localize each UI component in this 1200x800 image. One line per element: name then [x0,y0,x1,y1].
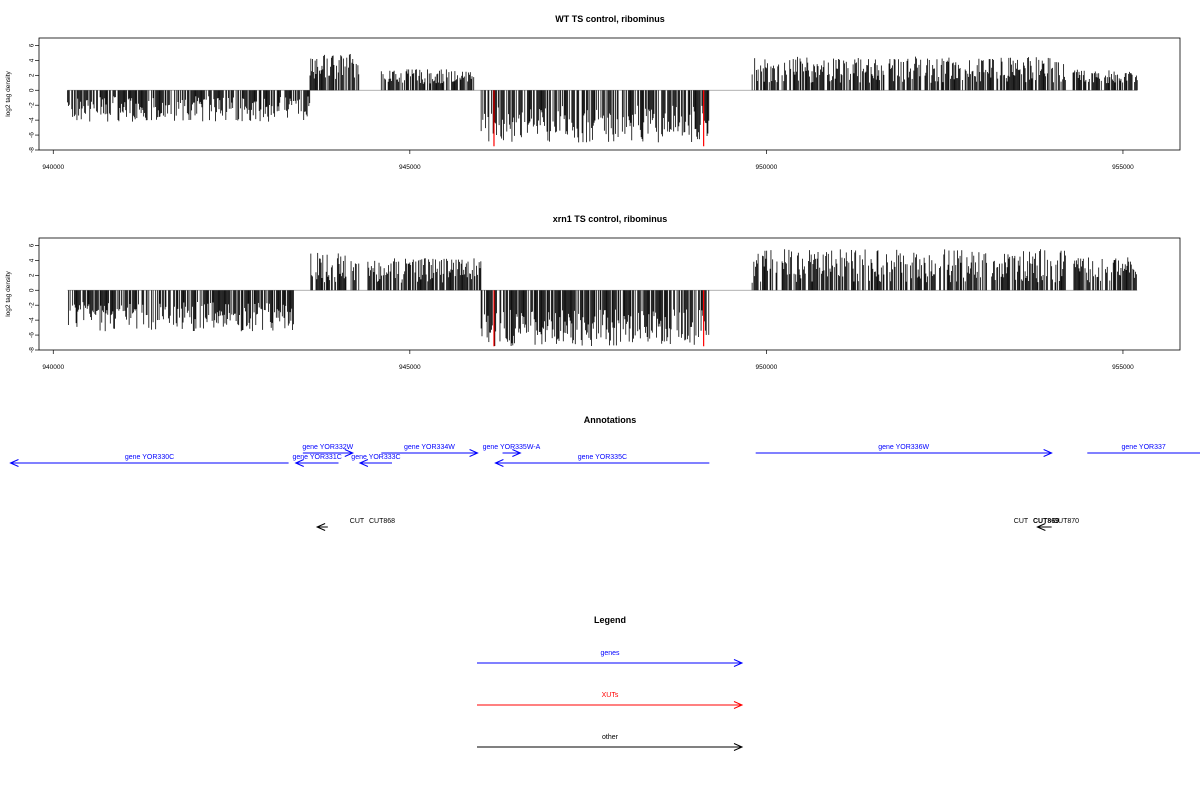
x-tick-label: 945000 [399,164,421,171]
gene-label: gene YOR335W-A [483,444,541,451]
arrow-head [733,659,744,667]
y-tick-label: -6 [29,332,36,338]
gene-label: gene YOR330C [125,454,174,461]
arrow-head [733,701,744,709]
gene-label: gene YOR335C [578,454,627,461]
legend-label: genes [600,650,620,657]
y-tick-label: -2 [29,302,36,308]
panel-xrn1-ts-control: xrn1 TS control, ribominus -8 -6 -4 -2 0 2 4 6 lo… [5,214,1181,371]
cut-label: CUT868 [369,518,395,525]
arrow-head [344,449,355,457]
y-tick-label: 4 [29,58,36,62]
arrow-head [9,459,19,467]
arrow-head [1043,449,1053,457]
arrow-head [494,459,504,467]
data-bars [67,53,1138,143]
x-tick-label: 940000 [42,164,64,171]
data-bars [67,249,1137,347]
arrow-head [512,449,522,457]
arrow-head [294,459,304,467]
y-tick-label: 2 [29,273,36,277]
y-tick-label: 6 [29,43,36,47]
legend: Legend genes XUTs other [477,615,744,751]
y-tick-label: -6 [29,132,36,138]
legend-label: other [602,734,619,741]
panel-wt-ts-control: WT TS control, ribominus -8 -6 -4 -2 0 2 4 6 log2… [5,14,1181,171]
y-tick-label: 4 [29,258,36,262]
x-tick-label: 955000 [1112,164,1134,171]
gene-label: gene YOR333C [351,454,400,461]
plot-frame [38,237,1181,351]
y-tick-label: 6 [29,243,36,247]
plot-frame [38,37,1181,151]
arrow-head [733,743,744,751]
x-tick-label: 945000 [399,364,421,371]
x-tick-label: 950000 [756,164,778,171]
y-tick-label: -4 [29,117,36,123]
legend-label: XUTs [602,692,619,699]
arrow-head [1036,523,1046,531]
chart-title: WT TS control, ribominus [555,14,665,24]
y-tick-label: 0 [29,288,36,292]
legend-title: Legend [594,615,626,625]
annotations-title: Annotations [584,415,637,425]
cut-label: CUT869 [1033,518,1059,525]
x-tick-label: 940000 [42,364,64,371]
gene-label: gene YOR337 [1122,444,1166,451]
gene-label: gene YOR332W [302,444,353,451]
gene-label: gene YOR331C [292,454,341,461]
arrow-head [315,523,326,531]
gene-label: gene YOR336W [878,444,929,451]
gene-label: gene YOR334W [404,444,455,451]
y-axis-label: log2 tag density [5,270,12,316]
y-tick-label: 0 [29,88,36,92]
cut-label: CUT870 [1053,518,1079,525]
x-tick-label: 955000 [1112,364,1134,371]
y-tick-label: -2 [29,102,36,108]
chart-title: xrn1 TS control, ribominus [553,214,668,224]
arrow-head [358,459,369,467]
y-tick-label: -8 [29,347,36,353]
annotations-track: Annotations gene YOR330C gene YOR331C gene… [9,415,1200,531]
y-axis-label: log2 tag density [5,70,12,116]
cut-label: CUT [1014,518,1029,525]
y-tick-label: 2 [29,73,36,77]
x-tick-label: 950000 [756,364,778,371]
y-tick-label: -4 [29,317,36,323]
arrow-head [469,449,479,457]
cut-label: CUT [350,518,365,525]
y-tick-label: -8 [29,147,36,153]
